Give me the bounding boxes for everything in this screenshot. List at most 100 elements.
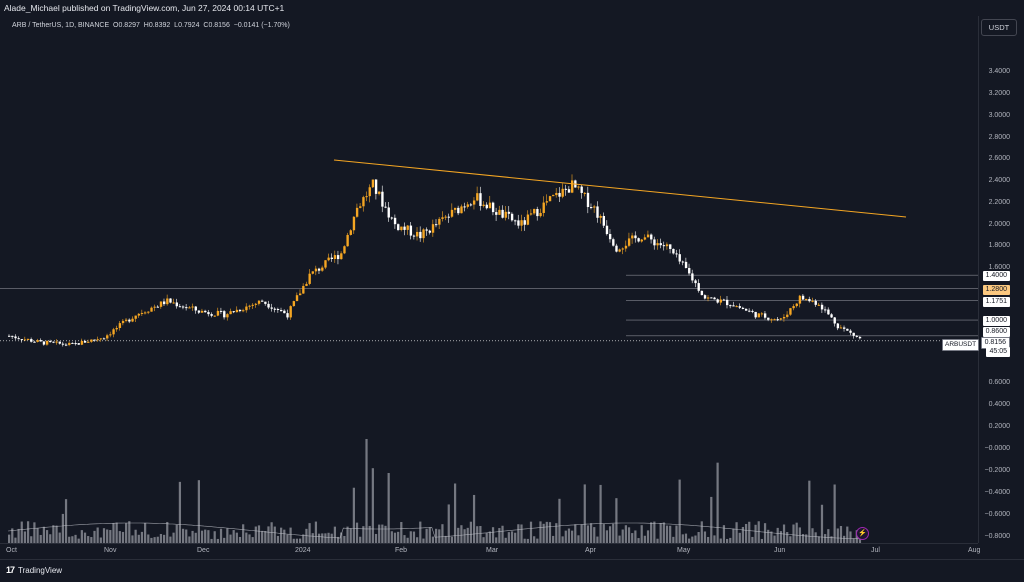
- volume-bar: [621, 529, 624, 543]
- candle-body: [219, 310, 223, 312]
- candle-body: [289, 306, 292, 318]
- volume-bar: [586, 525, 590, 543]
- candle-body: [849, 330, 852, 333]
- candle-body: [748, 310, 751, 312]
- volume-bar: [352, 487, 355, 543]
- candle-body: [261, 300, 264, 302]
- candle-body: [435, 224, 438, 226]
- volume-bar: [403, 535, 406, 543]
- candle-body: [330, 257, 333, 260]
- candle-body: [384, 206, 387, 208]
- candle-body: [760, 313, 764, 315]
- candle-body: [245, 306, 248, 311]
- volume-bar: [248, 534, 251, 543]
- volume-bar: [254, 526, 257, 543]
- candle-body: [305, 283, 308, 286]
- volume-bar: [223, 537, 226, 543]
- volume-bar: [280, 527, 283, 543]
- candle-body: [346, 234, 349, 247]
- volume-bar: [216, 538, 219, 543]
- candle-body: [529, 213, 533, 215]
- volume-bar: [662, 522, 665, 543]
- volume-bar: [599, 484, 602, 543]
- volume-bar: [640, 525, 643, 543]
- price-axis-label: 2.8000: [988, 134, 1010, 141]
- candle-body: [757, 313, 760, 318]
- candle-body: [68, 342, 71, 345]
- candle-body: [514, 220, 517, 222]
- candle-body: [223, 311, 226, 318]
- volume-bar: [716, 462, 719, 543]
- volume-bar: [789, 536, 792, 543]
- candle-body: [336, 255, 340, 260]
- candle-body: [526, 214, 530, 225]
- chart-pane[interactable]: [0, 16, 978, 543]
- price-axis-label: 0.6000: [988, 379, 1010, 386]
- candle-body: [267, 303, 270, 308]
- candlestick-chart[interactable]: [0, 16, 978, 543]
- brand-name: TradingView: [18, 565, 63, 575]
- candle-body: [90, 339, 93, 342]
- volume-bar: [340, 532, 343, 543]
- volume-bar: [615, 498, 618, 543]
- lightning-icon[interactable]: ⚡: [856, 527, 869, 540]
- volume-bar: [564, 530, 567, 543]
- volume-bar: [387, 473, 390, 543]
- volume-bar: [144, 522, 147, 543]
- volume-bar: [204, 529, 207, 543]
- candle-body: [83, 340, 87, 343]
- volume-bar: [719, 538, 722, 543]
- time-axis-label: Feb: [395, 547, 408, 554]
- volume-bar: [441, 524, 444, 543]
- time-axis[interactable]: [0, 543, 978, 560]
- candle-body: [99, 338, 103, 340]
- volume-bar: [153, 537, 156, 543]
- volume-bar: [669, 525, 672, 543]
- candle-body: [583, 192, 587, 194]
- candle-body: [836, 323, 840, 329]
- volume-bar: [438, 529, 441, 543]
- candle-body: [691, 273, 694, 281]
- publish-header: Alade_Michael published on TradingView.c…: [0, 0, 1024, 16]
- candle-body: [669, 244, 672, 249]
- candle-body: [852, 332, 855, 336]
- volume-bar: [374, 533, 378, 543]
- candle-body: [248, 305, 251, 307]
- volume-bar: [691, 536, 694, 543]
- candle-body: [115, 327, 118, 330]
- price-axis-label: 0.2000: [988, 423, 1010, 430]
- candle-body: [548, 196, 552, 202]
- volume-bar: [422, 538, 425, 543]
- candle-body: [71, 342, 74, 344]
- currency-button[interactable]: USDT: [981, 19, 1017, 36]
- candle-body: [536, 209, 539, 217]
- volume-bar: [703, 531, 707, 543]
- volume-bar: [839, 525, 843, 543]
- volume-bar: [232, 530, 235, 543]
- low-label: L: [174, 22, 179, 29]
- candle-body: [520, 220, 523, 226]
- tradingview-brand[interactable]: 17 TradingView: [6, 565, 62, 575]
- candle-body: [438, 218, 441, 225]
- volume-bar: [453, 483, 457, 543]
- candle-body: [684, 261, 688, 269]
- volume-bar: [159, 533, 163, 543]
- candle-body: [744, 308, 748, 311]
- volume-bar: [646, 530, 650, 543]
- candle-body: [422, 229, 425, 239]
- price-axis-label: 2.2000: [988, 199, 1010, 206]
- time-axis-label: Mar: [486, 547, 499, 554]
- volume-bar: [767, 529, 770, 543]
- candle-body: [26, 339, 30, 341]
- time-axis-label: Nov: [104, 547, 117, 554]
- high-label: H: [143, 22, 149, 29]
- price-axis-label: −0.4000: [984, 489, 1011, 496]
- volume-bar: [102, 528, 106, 543]
- volume-bar: [188, 536, 191, 543]
- candle-body: [498, 209, 501, 215]
- volume-bar: [624, 525, 627, 543]
- volume-bar: [488, 531, 491, 543]
- candle-body: [653, 239, 656, 246]
- candle-body: [125, 319, 128, 321]
- candle-body: [646, 234, 650, 238]
